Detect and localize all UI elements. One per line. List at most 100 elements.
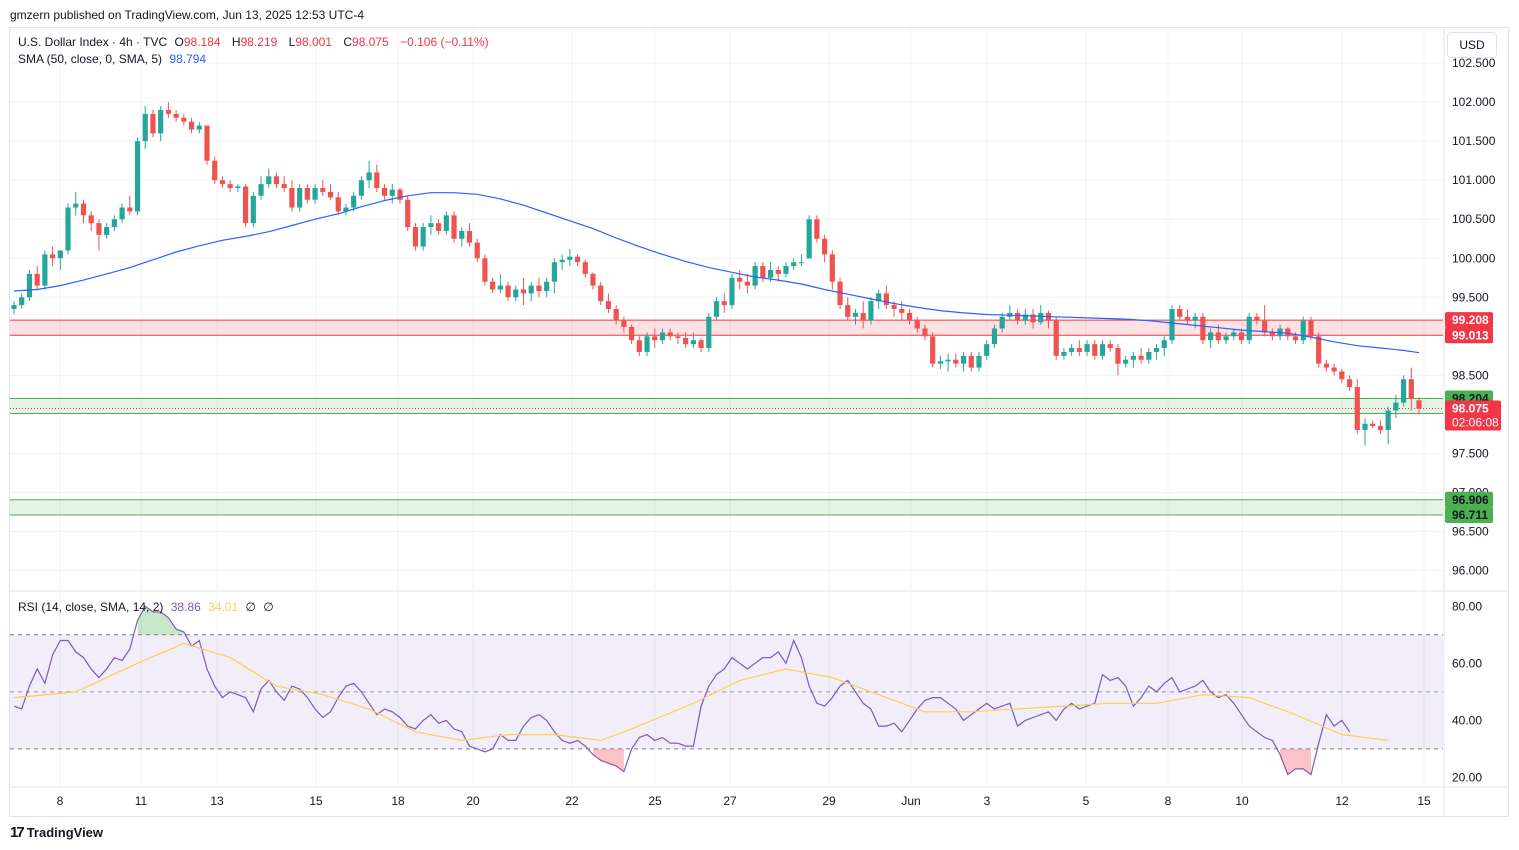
candle-body bbox=[991, 328, 998, 345]
time-axis-label: 11 bbox=[135, 794, 148, 808]
candle-body bbox=[891, 305, 897, 309]
rsi-oversold-fill bbox=[593, 748, 624, 772]
time-axis-label: 15 bbox=[309, 794, 323, 808]
sma-line bbox=[13, 192, 1420, 354]
candle-body bbox=[19, 297, 25, 306]
candle-body bbox=[381, 188, 388, 196]
candle-body bbox=[227, 184, 233, 189]
rsi-axis-label: 40.00 bbox=[1452, 713, 1482, 727]
candle-body bbox=[474, 242, 480, 259]
symbol-name[interactable]: U.S. Dollar Index · 4h · TVC bbox=[18, 35, 168, 49]
candle-body bbox=[297, 188, 303, 208]
candle-body bbox=[235, 186, 241, 189]
price-axis-label: 102.500 bbox=[1452, 56, 1496, 70]
candle-body bbox=[1177, 309, 1183, 317]
candle-body bbox=[837, 281, 843, 306]
candle-body bbox=[1323, 363, 1329, 368]
candle-body bbox=[50, 254, 56, 259]
support-zone-2 bbox=[10, 499, 1443, 515]
sma-label[interactable]: SMA (50, close, 0, SMA, 5) bbox=[18, 52, 163, 66]
candle-body bbox=[690, 340, 696, 345]
candle-body bbox=[1393, 402, 1399, 411]
candle-body bbox=[652, 336, 658, 341]
candle-body bbox=[1184, 316, 1191, 321]
time-axis-label: 15 bbox=[1417, 794, 1431, 808]
currency-button[interactable]: USD bbox=[1447, 32, 1497, 58]
candle-body bbox=[104, 227, 110, 235]
candle-body bbox=[968, 355, 974, 368]
candle-body bbox=[405, 199, 411, 228]
open-value: 98.184 bbox=[183, 35, 221, 49]
candle-body bbox=[343, 207, 349, 212]
price-axis-label: 98.500 bbox=[1452, 368, 1489, 382]
candle-body bbox=[312, 188, 318, 200]
candle-body bbox=[281, 184, 287, 189]
candle-body bbox=[181, 117, 187, 122]
time-axis-label: 22 bbox=[565, 794, 579, 808]
candle-body bbox=[165, 109, 171, 114]
close-label: C bbox=[343, 35, 353, 49]
candle-body bbox=[659, 332, 666, 341]
candle-body bbox=[1238, 332, 1245, 341]
candle-body bbox=[335, 197, 341, 212]
candle-body bbox=[1130, 355, 1136, 360]
rsi-label[interactable]: RSI (14, close, SMA, 14, 2) bbox=[18, 600, 164, 614]
candle-body bbox=[675, 336, 681, 338]
candle-body bbox=[1038, 312, 1044, 323]
candle-body bbox=[953, 359, 959, 364]
candle-body bbox=[119, 207, 125, 220]
candle-body bbox=[412, 227, 419, 247]
tag-resistance-bottom-bg bbox=[1445, 327, 1493, 344]
tag-resistance-top: 99.208 bbox=[1452, 313, 1489, 327]
tradingview-logo-icon: 17 bbox=[10, 824, 25, 841]
candle-body bbox=[528, 285, 534, 294]
candle-body bbox=[798, 262, 805, 264]
candle-body bbox=[351, 195, 357, 208]
candle-body bbox=[88, 215, 94, 224]
candle-body bbox=[1200, 316, 1206, 341]
candle-body bbox=[505, 285, 511, 298]
candle-body bbox=[582, 262, 588, 274]
candle-body bbox=[466, 230, 473, 243]
candle-body bbox=[937, 361, 943, 364]
candle-body bbox=[976, 355, 982, 368]
time-axis-label: 20 bbox=[466, 794, 480, 808]
time-axis-label: 10 bbox=[1235, 794, 1249, 808]
candle-body bbox=[443, 215, 449, 231]
last-price-tag: 98.075 bbox=[1452, 402, 1489, 416]
candle-body bbox=[914, 320, 920, 329]
candle-body bbox=[428, 223, 434, 228]
candle-body bbox=[737, 277, 743, 282]
high-value: 98.219 bbox=[240, 35, 278, 49]
candle-body bbox=[212, 160, 218, 181]
candle-body bbox=[1053, 320, 1059, 356]
candle-body bbox=[551, 262, 557, 282]
tradingview-logo-text: TradingView bbox=[26, 825, 104, 840]
candle-body bbox=[1346, 379, 1353, 388]
candle-body bbox=[1169, 309, 1175, 341]
tradingview-logo[interactable]: 17 TradingView bbox=[10, 824, 103, 841]
candle-body bbox=[1061, 351, 1067, 356]
high-label: H bbox=[231, 35, 241, 49]
candle-body bbox=[1069, 348, 1075, 352]
candle-body bbox=[1153, 348, 1160, 352]
candle-body bbox=[127, 207, 133, 212]
price-axis-label: 96.000 bbox=[1452, 563, 1489, 577]
candle-body bbox=[451, 215, 457, 239]
candle-body bbox=[1215, 332, 1221, 341]
candle-body bbox=[1223, 336, 1229, 341]
candle-body bbox=[791, 262, 797, 267]
candle-body bbox=[744, 281, 750, 286]
time-axis-label: 5 bbox=[1083, 794, 1090, 808]
candle-body bbox=[544, 281, 550, 292]
candle-body bbox=[613, 309, 619, 321]
candle-body bbox=[729, 277, 735, 306]
tag-resistance-top-bg bbox=[1445, 312, 1493, 329]
candle-body bbox=[34, 273, 40, 286]
candle-body bbox=[1362, 423, 1368, 430]
candle-body bbox=[96, 223, 102, 235]
candle-body bbox=[1408, 379, 1414, 399]
rsi-axis-label: 80.00 bbox=[1452, 599, 1482, 613]
candle-body bbox=[706, 316, 712, 349]
